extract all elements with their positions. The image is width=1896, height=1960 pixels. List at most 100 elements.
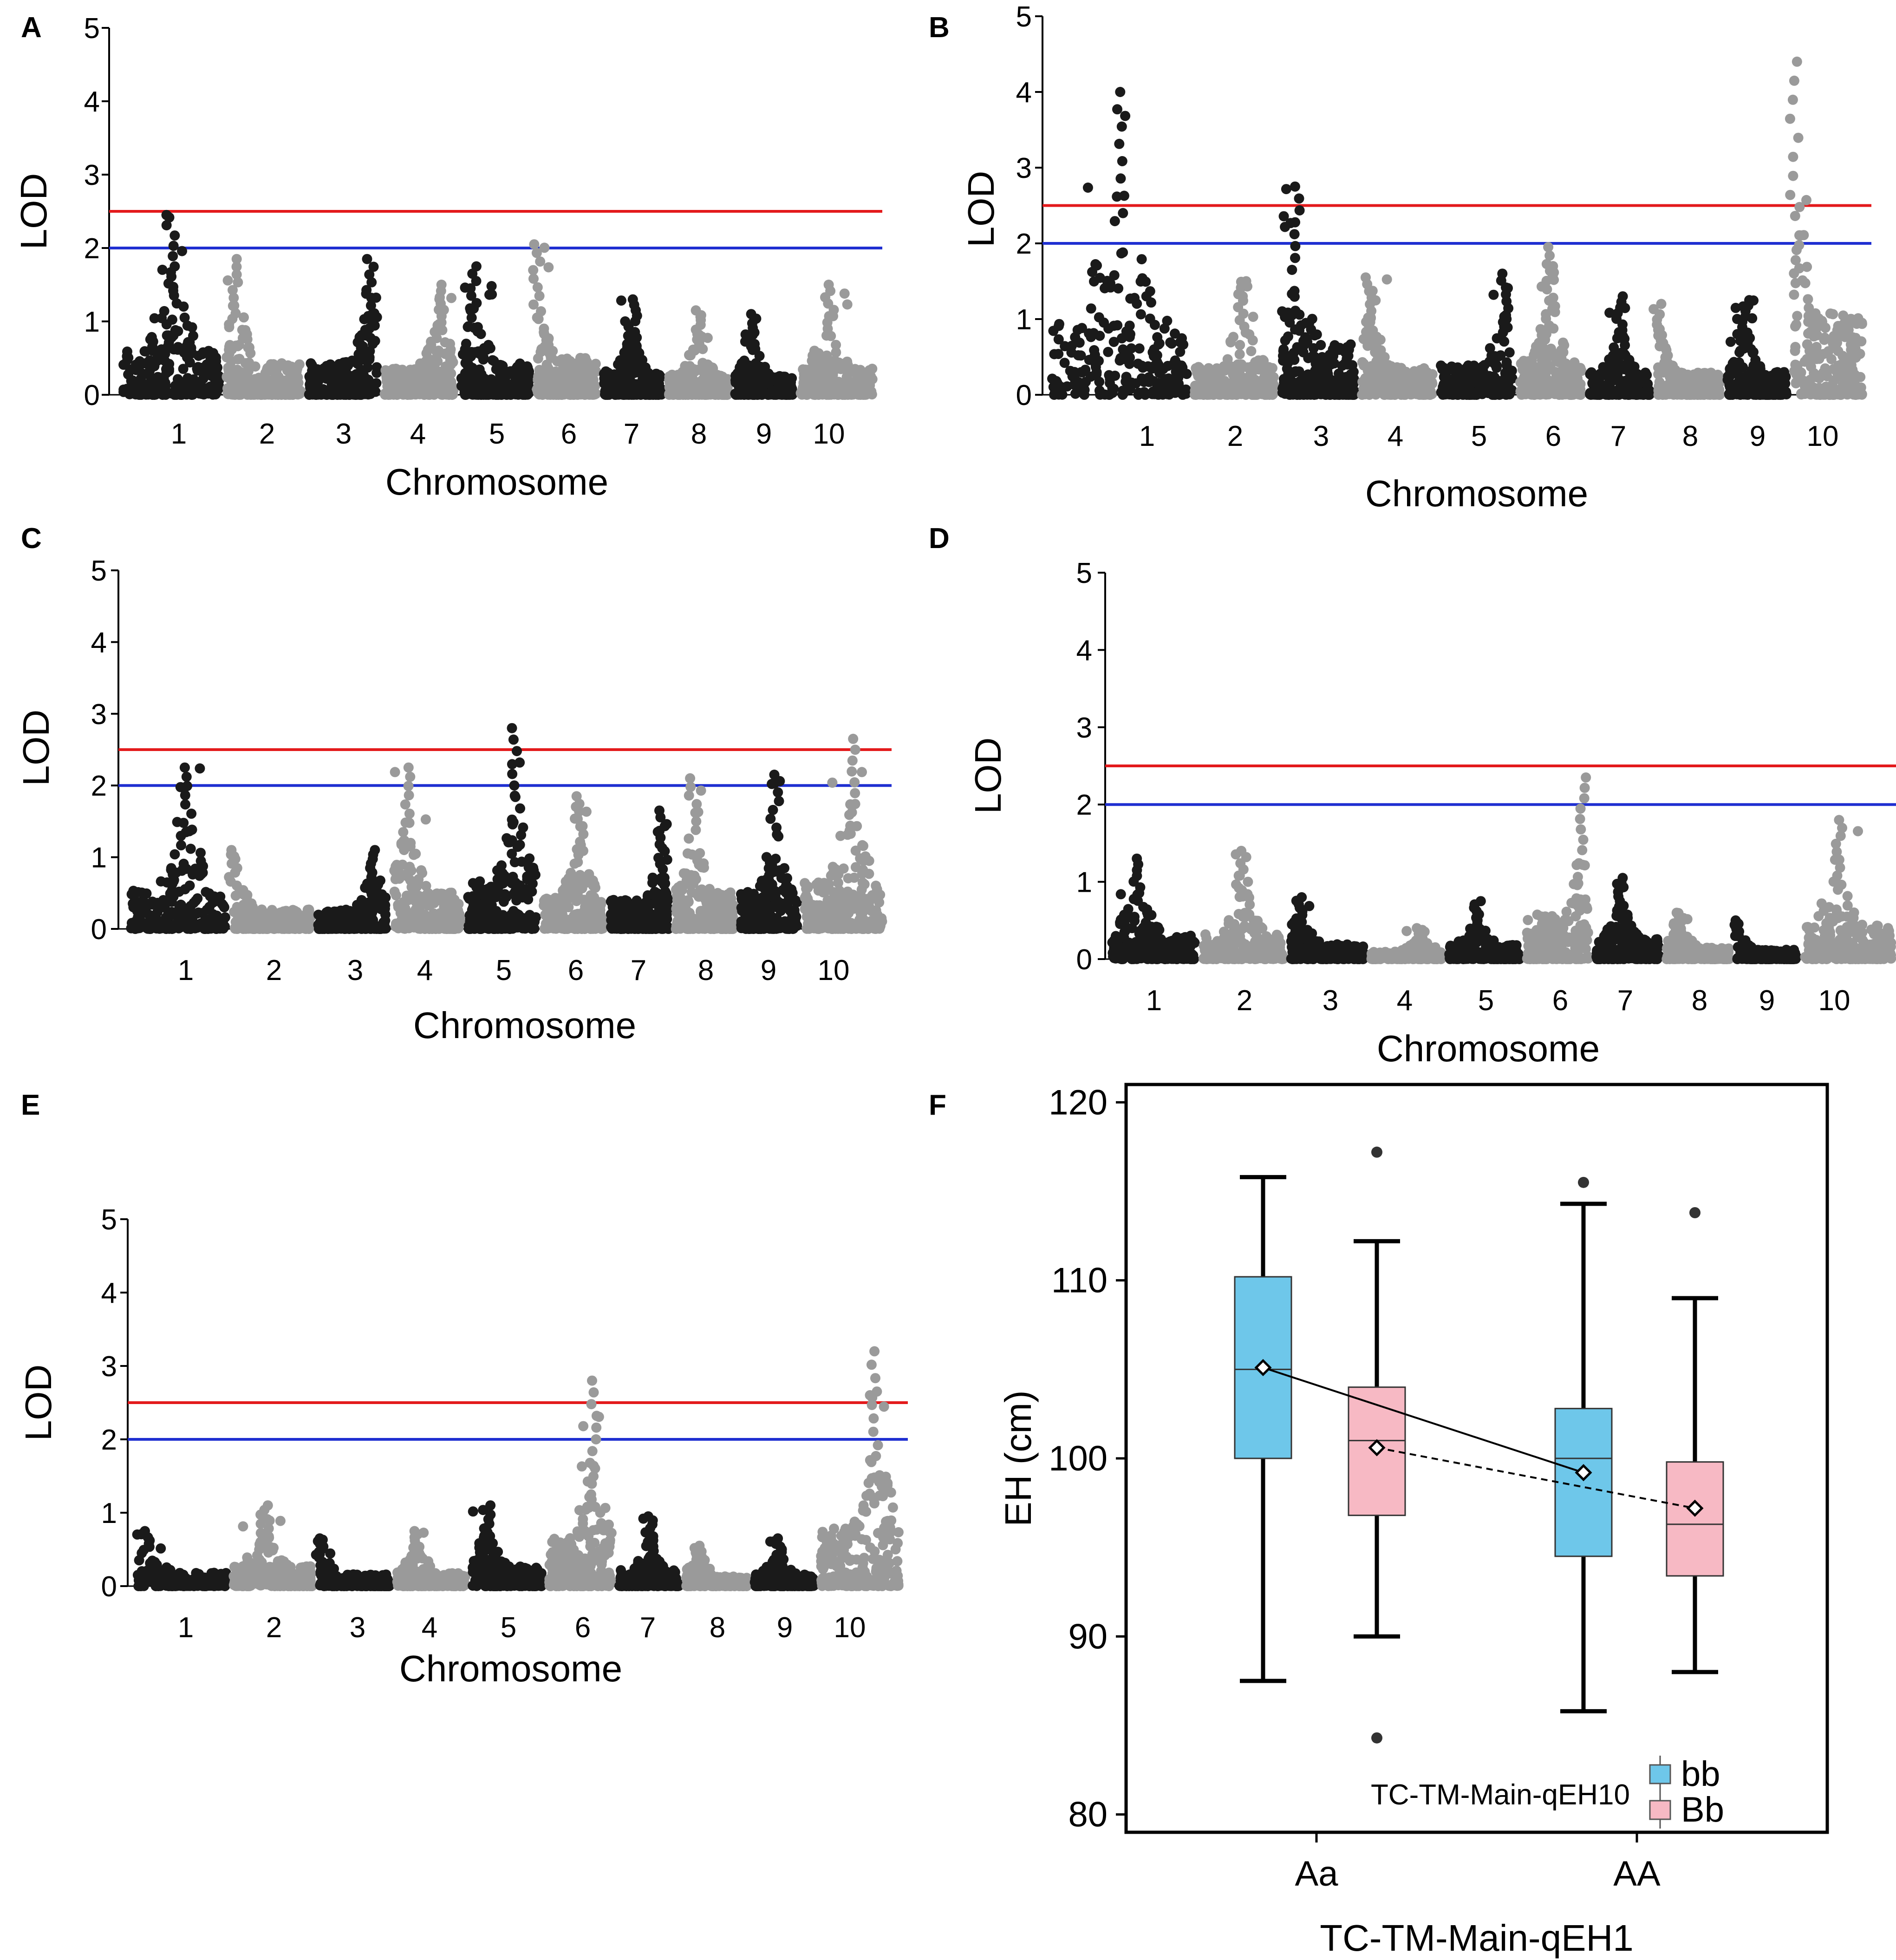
snp-point bbox=[1181, 369, 1192, 379]
x-axis-label: Chromosome bbox=[385, 461, 608, 503]
snp-point bbox=[1734, 363, 1745, 373]
chromosome-tick-label: 4 bbox=[410, 418, 426, 450]
snp-point bbox=[814, 363, 825, 373]
snp-point bbox=[1800, 278, 1811, 288]
snp-point bbox=[731, 370, 742, 380]
snp-point bbox=[1053, 334, 1064, 345]
snp-point bbox=[807, 355, 817, 366]
snp-point bbox=[1089, 345, 1100, 355]
snp-point bbox=[1361, 334, 1371, 345]
snp-point bbox=[1488, 385, 1499, 396]
snp-point bbox=[511, 369, 521, 379]
snp-point bbox=[1257, 355, 1268, 366]
snp-point bbox=[1264, 387, 1275, 398]
snp-point bbox=[172, 374, 183, 385]
y-tick-label: 3 bbox=[84, 159, 100, 191]
snp-peak-point bbox=[1119, 190, 1129, 201]
snp-point bbox=[1790, 211, 1800, 221]
snp-peak-point bbox=[169, 261, 180, 272]
snp-peak-point bbox=[1497, 268, 1508, 279]
snp-point bbox=[462, 377, 472, 387]
snp-point bbox=[739, 359, 749, 370]
snp-point bbox=[1789, 366, 1799, 376]
snp-peak-point bbox=[368, 261, 379, 272]
snp-point bbox=[1089, 276, 1099, 287]
snp-point bbox=[243, 366, 254, 377]
snp-point bbox=[602, 390, 612, 400]
snp-peak-point bbox=[1290, 253, 1300, 263]
panel-letter: B bbox=[929, 12, 950, 44]
chromosome-1-points bbox=[126, 762, 230, 934]
snp-point bbox=[169, 290, 179, 301]
snp-peak-point bbox=[1118, 208, 1128, 218]
snp-peak-point bbox=[365, 300, 376, 311]
chromosome-tick-label: 7 bbox=[624, 418, 639, 450]
snp-point bbox=[635, 383, 645, 394]
snp-point bbox=[276, 358, 287, 369]
snp-point bbox=[222, 352, 232, 363]
snp-point bbox=[1277, 387, 1288, 398]
snp-point bbox=[1415, 365, 1426, 375]
snp-point bbox=[1553, 357, 1564, 367]
chromosome-tick-label: 10 bbox=[813, 418, 845, 450]
snp-point bbox=[1791, 319, 1802, 330]
snp-peak-point bbox=[161, 220, 172, 230]
snp-point bbox=[187, 382, 198, 392]
snp-point bbox=[388, 385, 399, 396]
snp-point bbox=[1177, 333, 1187, 344]
snp-point bbox=[1472, 370, 1483, 381]
snp-peak-point bbox=[1785, 189, 1796, 200]
snp-point bbox=[249, 381, 260, 392]
snp-point bbox=[245, 348, 256, 359]
chromosome-7-points bbox=[1585, 291, 1656, 400]
snp-point bbox=[184, 337, 195, 347]
chromosome-tick-label: 6 bbox=[1545, 420, 1561, 452]
snp-point bbox=[1109, 216, 1120, 227]
chromosome-tick-label: 10 bbox=[1807, 420, 1839, 452]
snp-point bbox=[825, 367, 835, 377]
snp-peak-point bbox=[228, 285, 238, 295]
snp-point bbox=[141, 389, 151, 400]
snp-point bbox=[1810, 308, 1821, 319]
snp-point bbox=[171, 298, 182, 309]
snp-point bbox=[1792, 311, 1803, 321]
chromosome-5-points bbox=[456, 261, 534, 400]
snp-point bbox=[1492, 360, 1502, 371]
snp-point bbox=[476, 350, 487, 360]
snp-point bbox=[1770, 378, 1781, 389]
snp-point bbox=[1145, 314, 1155, 324]
snp-point bbox=[599, 378, 610, 388]
snp-point bbox=[446, 377, 456, 387]
snp-point bbox=[155, 379, 166, 390]
chromosome-tick-label: 3 bbox=[1313, 420, 1329, 452]
snp-point bbox=[1134, 343, 1145, 354]
chromosome-tick-label: 3 bbox=[336, 418, 352, 450]
snp-peak-point bbox=[746, 309, 756, 320]
snp-point bbox=[1706, 367, 1716, 378]
snp-point bbox=[1120, 111, 1131, 121]
snp-point bbox=[410, 364, 420, 375]
snp-point bbox=[1191, 363, 1201, 373]
snp-point bbox=[390, 370, 400, 380]
snp-point bbox=[350, 390, 361, 400]
snp-point bbox=[706, 377, 717, 387]
snp-peak-point bbox=[528, 265, 539, 275]
snp-point bbox=[684, 377, 694, 387]
snp-point bbox=[498, 389, 508, 399]
snp-point bbox=[1855, 372, 1866, 382]
snp-point bbox=[1086, 332, 1096, 342]
chromosome-6-points bbox=[528, 239, 601, 400]
snp-point bbox=[1621, 378, 1632, 388]
snp-point bbox=[1373, 333, 1383, 344]
snp-point bbox=[234, 340, 245, 350]
snp-point bbox=[1086, 303, 1096, 314]
snp-point bbox=[1440, 382, 1450, 393]
snp-point bbox=[379, 388, 390, 399]
snp-point bbox=[1624, 389, 1635, 400]
chromosome-3-points bbox=[1277, 181, 1360, 400]
snp-point bbox=[564, 371, 574, 382]
snp-point bbox=[708, 363, 718, 374]
y-tick-label: 3 bbox=[91, 699, 107, 731]
snp-point bbox=[446, 387, 456, 398]
